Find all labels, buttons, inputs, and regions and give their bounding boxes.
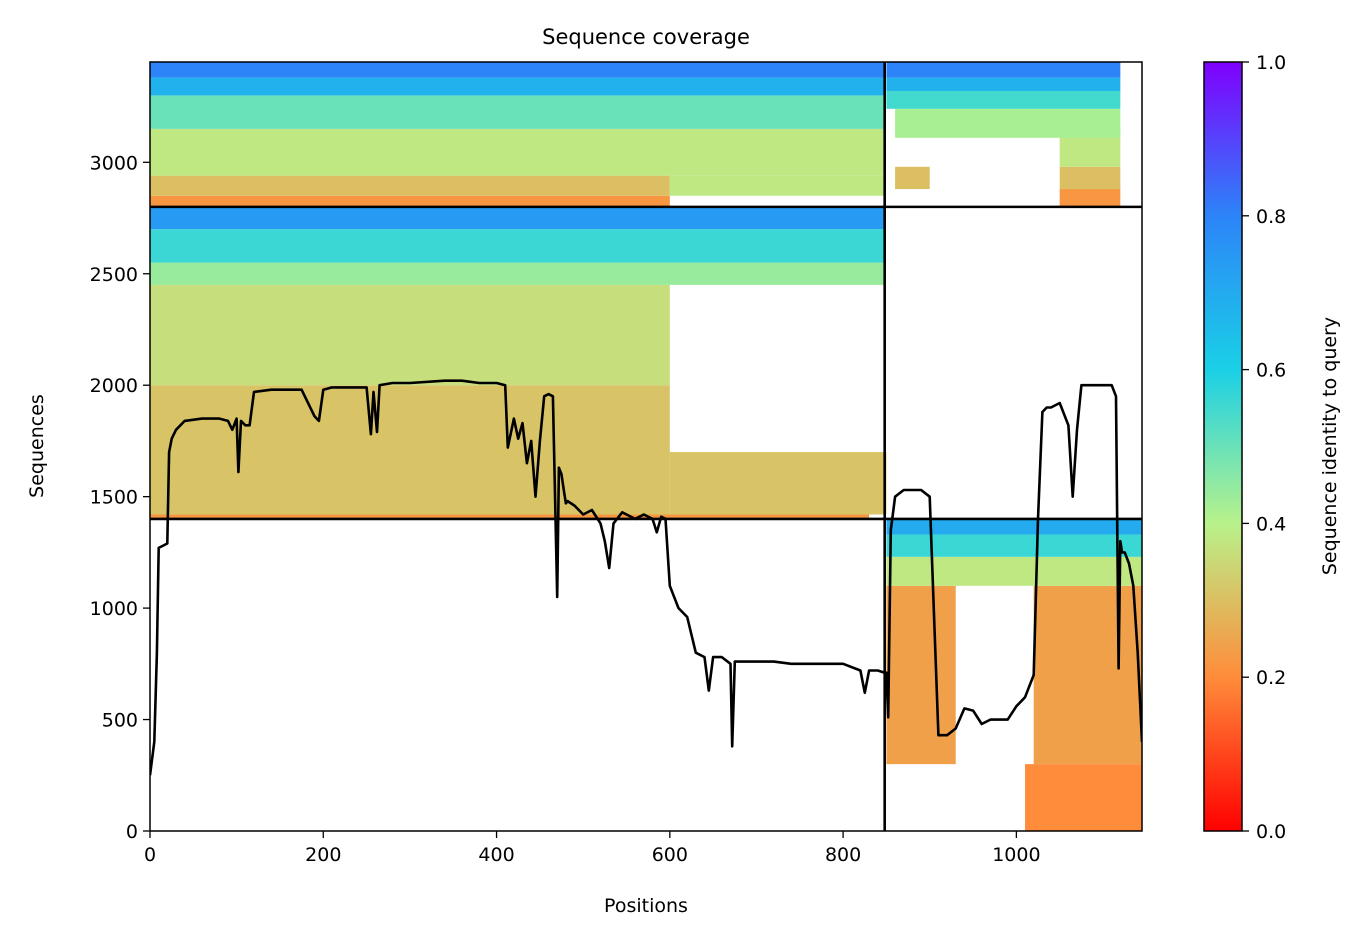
coverage-band-1-2 xyxy=(669,175,885,196)
coverage-band-0-2 xyxy=(669,452,887,515)
x-axis-label: Positions xyxy=(604,895,688,917)
coverage-band-3-5 xyxy=(886,518,1142,535)
y-tick-label: 2000 xyxy=(90,375,138,397)
y-tick-label: 3000 xyxy=(90,152,138,174)
coverage-band-2-1 xyxy=(895,166,930,190)
x-tick-label: 200 xyxy=(305,844,341,866)
chain-boundaries xyxy=(150,62,1142,831)
y-tick-label: 1500 xyxy=(90,487,138,509)
colorbar-axis: 0.0 0.2 0.4 0.6 0.8 1.0 xyxy=(1242,52,1286,843)
colorbar-tick-label: 0.8 xyxy=(1256,206,1286,228)
y-axis: 0 500 1000 1500 2000 2500 3000 xyxy=(90,152,150,843)
coverage-band-3-3 xyxy=(886,556,1142,586)
coverage-band-1-5 xyxy=(150,77,885,96)
coverage-band-2-6 xyxy=(886,77,1121,91)
colorbar-tick-label: 0.6 xyxy=(1256,360,1286,382)
coverage-band-0-4 xyxy=(150,262,885,285)
chart-title: Sequence coverage xyxy=(542,25,750,49)
colorbar-tick-label: 0.4 xyxy=(1256,513,1286,535)
coverage-band-0-3 xyxy=(150,284,670,386)
x-tick-label: 800 xyxy=(825,844,861,866)
coverage-line xyxy=(150,379,1142,776)
x-tick-label: 400 xyxy=(478,844,514,866)
x-axis: 0 200 400 600 800 1000 xyxy=(144,831,1041,866)
coverage-bands xyxy=(150,62,1142,831)
x-tick-label: 1000 xyxy=(992,844,1040,866)
coverage-band-2-2 xyxy=(1059,166,1121,190)
coverage-band-0-6 xyxy=(150,206,885,230)
x-tick-label: 0 xyxy=(144,844,156,866)
y-tick-label: 500 xyxy=(102,710,138,732)
y-tick-label: 1000 xyxy=(90,598,138,620)
coverage-band-1-6 xyxy=(150,62,885,78)
coverage-band-2-4 xyxy=(895,108,1121,138)
colorbar-label: Sequence identity to query xyxy=(1319,317,1341,575)
coverage-band-3-1 xyxy=(886,585,956,765)
coverage-band-0-0 xyxy=(150,514,870,519)
y-tick-label: 2500 xyxy=(90,264,138,286)
colorbar-tick-label: 1.0 xyxy=(1256,52,1286,74)
colorbar-tick-label: 0.2 xyxy=(1256,667,1286,689)
coverage-band-1-4 xyxy=(150,95,885,129)
x-tick-label: 600 xyxy=(652,844,688,866)
colorbar xyxy=(1203,61,1243,832)
y-tick-label: 0 xyxy=(126,821,138,843)
coverage-band-1-3 xyxy=(150,128,885,176)
coverage-band-1-0 xyxy=(150,195,670,207)
coverage-band-3-4 xyxy=(886,534,1142,557)
plot-frame xyxy=(149,61,1143,832)
coverage-band-2-0 xyxy=(1059,189,1121,207)
coverage-band-3-2 xyxy=(1033,585,1142,765)
coverage-band-0-1 xyxy=(150,385,670,515)
plot-area xyxy=(150,62,1142,831)
colorbar-tick-label: 0.0 xyxy=(1256,821,1286,843)
coverage-band-1-1 xyxy=(150,175,670,196)
y-axis-label: Sequences xyxy=(26,394,48,498)
coverage-band-2-5 xyxy=(886,90,1121,109)
coverage-band-3-0 xyxy=(1025,764,1142,831)
coverage-band-0-5 xyxy=(150,229,885,263)
coverage-band-2-7 xyxy=(886,62,1121,78)
